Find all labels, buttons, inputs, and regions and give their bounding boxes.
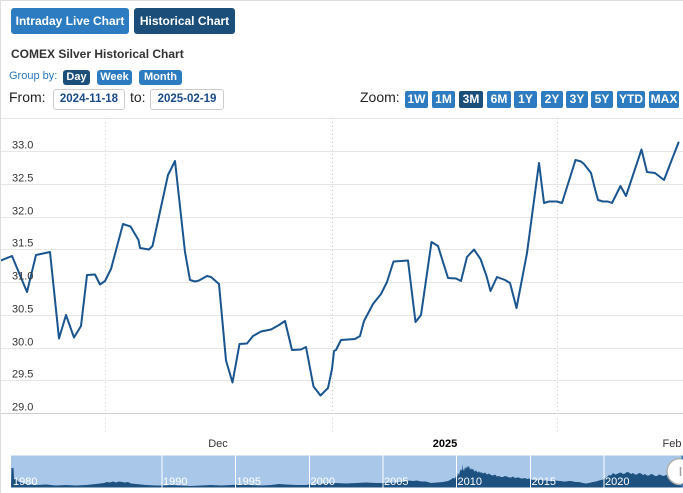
svg-text:1980: 1980 xyxy=(13,476,37,488)
svg-text:2010: 2010 xyxy=(458,476,482,488)
svg-text:1990: 1990 xyxy=(163,476,187,488)
svg-text:2025: 2025 xyxy=(433,438,457,450)
svg-text:2020: 2020 xyxy=(605,476,629,488)
svg-text:31.0: 31.0 xyxy=(12,271,33,283)
svg-text:1995: 1995 xyxy=(237,476,261,488)
svg-text:2000: 2000 xyxy=(311,476,335,488)
svg-text:30.0: 30.0 xyxy=(12,337,33,349)
svg-text:2015: 2015 xyxy=(532,476,556,488)
svg-text:32.5: 32.5 xyxy=(12,173,33,185)
svg-text:Feb: Feb xyxy=(663,438,682,450)
svg-text:31.5: 31.5 xyxy=(12,238,33,250)
svg-text:32.0: 32.0 xyxy=(12,206,33,218)
svg-text:29.0: 29.0 xyxy=(12,402,33,414)
svg-text:Dec: Dec xyxy=(208,438,228,450)
svg-text:30.5: 30.5 xyxy=(12,304,33,316)
svg-text:2005: 2005 xyxy=(384,476,408,488)
svg-text:33.0: 33.0 xyxy=(12,140,33,152)
svg-text:29.5: 29.5 xyxy=(12,369,33,381)
